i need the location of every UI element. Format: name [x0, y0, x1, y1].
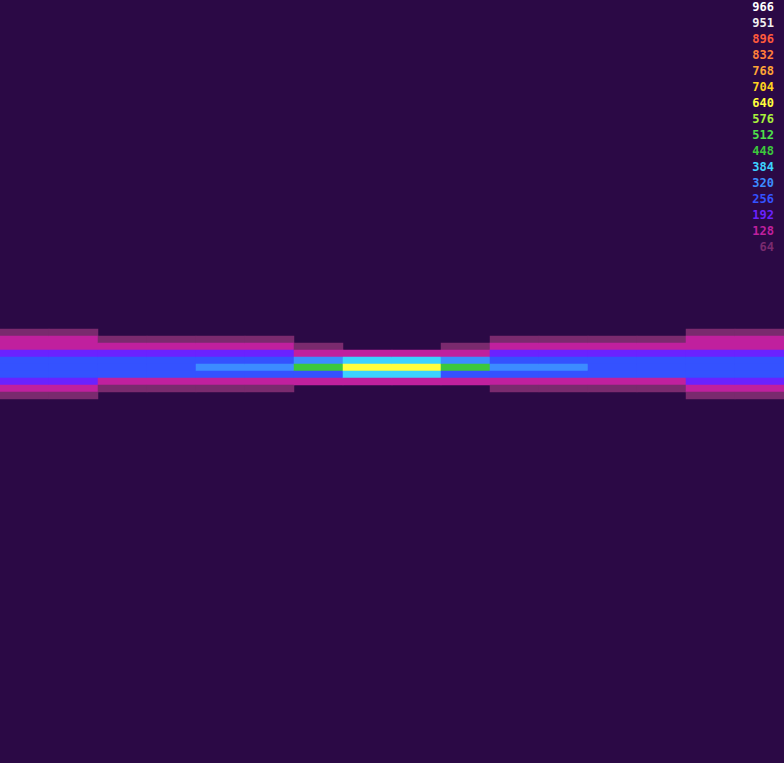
svg-text:384: 384	[752, 160, 774, 174]
svg-text:966: 966	[752, 0, 774, 14]
svg-text:951: 951	[752, 16, 774, 30]
svg-text:64: 64	[760, 240, 774, 254]
svg-text:128: 128	[752, 224, 774, 238]
svg-text:576: 576	[752, 112, 774, 126]
svg-text:768: 768	[752, 64, 774, 78]
svg-text:704: 704	[752, 80, 774, 94]
svg-text:832: 832	[752, 48, 774, 62]
svg-text:512: 512	[752, 128, 774, 142]
svg-text:192: 192	[752, 208, 774, 222]
svg-text:256: 256	[752, 192, 774, 206]
svg-text:640: 640	[752, 96, 774, 110]
svg-text:896: 896	[752, 32, 774, 46]
svg-text:320: 320	[752, 176, 774, 190]
svg-text:448: 448	[752, 144, 774, 158]
